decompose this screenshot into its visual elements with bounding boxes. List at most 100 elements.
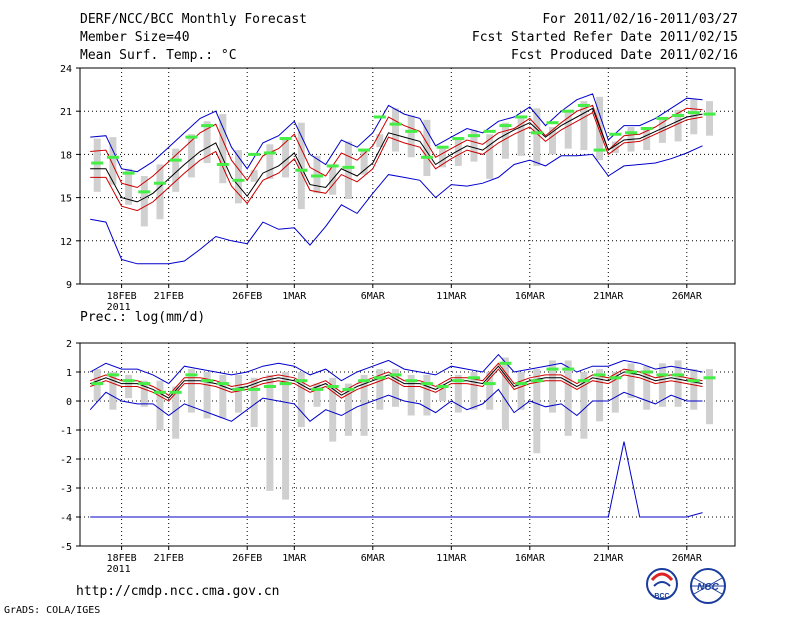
temp-xtick-label: 18FEB <box>107 291 137 302</box>
prec-ytick-label: 1 <box>66 368 72 379</box>
prec-xtick-label: 16MAR <box>515 553 546 564</box>
temp-spread-box <box>266 144 274 179</box>
prec-xtick-label: 11MAR <box>436 553 467 564</box>
prec-xyear-label: 2011 <box>107 564 131 575</box>
prec-ytick-label: -4 <box>60 513 72 524</box>
prec-spread-box <box>250 377 258 428</box>
temp-xtick-label: 6MAR <box>361 291 386 302</box>
temp-spread-box <box>344 141 352 200</box>
prec-xtick-label: 1MAR <box>282 553 307 564</box>
temp-spread-box <box>501 122 509 159</box>
temp-spread-box <box>392 108 400 152</box>
temp-mean-line <box>90 107 703 203</box>
prec-spread-box <box>706 369 714 425</box>
prec-ytick-label: -5 <box>60 542 72 553</box>
prec-ytick-label: -1 <box>60 426 72 437</box>
temp-spread-box <box>423 119 431 176</box>
temp-spread-box <box>156 164 164 220</box>
prec-frame <box>79 342 736 547</box>
prec-spread-box <box>658 363 666 407</box>
footer-url[interactable]: http://cmdp.ncc.cma.gov.cn <box>76 584 280 599</box>
temp-xtick-label: 21MAR <box>593 291 624 302</box>
temp-spread-box <box>93 138 101 192</box>
prec-spread-box <box>470 372 478 410</box>
prec-ytick-label: 2 <box>66 339 72 350</box>
prec-spread-box <box>109 372 117 410</box>
prec-spread-box <box>439 383 447 401</box>
prec-xtick-label: 26FEB <box>232 553 262 564</box>
temp-ytick-label: 24 <box>60 64 72 75</box>
temp-spread-box <box>407 115 415 158</box>
prec-spread-box <box>156 380 164 430</box>
temp-spread-box <box>533 108 541 166</box>
temp-spread-box <box>517 118 525 156</box>
temp-spread-box <box>376 134 384 148</box>
prec-spread-box <box>423 374 431 416</box>
temp-spread-box <box>109 137 117 185</box>
temp-xtick-label: 16MAR <box>515 291 546 302</box>
temp-spread-box <box>454 138 462 166</box>
variable-label: Mean Surf. Temp.: °C <box>80 48 237 63</box>
temp-spread-box <box>470 129 478 162</box>
prec-mean-line <box>90 365 703 399</box>
temp-spread-box <box>549 127 557 155</box>
prec-xtick-label: 18FEB <box>107 553 137 564</box>
temp-spread-box <box>706 101 714 136</box>
prec-spread-box <box>219 374 227 419</box>
temp-xtick-label: 26MAR <box>672 291 703 302</box>
temp-xtick-label: 1MAR <box>282 291 307 302</box>
temp-spread-box <box>235 150 243 204</box>
prec-spread-box <box>627 363 635 399</box>
temp-xtick-label: 11MAR <box>436 291 467 302</box>
temp-ytick-label: 18 <box>60 150 72 161</box>
temp-spread-box <box>439 147 447 168</box>
prec-spread-box <box>517 372 525 410</box>
temp-spread-box <box>690 99 698 135</box>
temp-spread-box <box>297 122 305 210</box>
temp-spread-box <box>140 176 148 227</box>
prec-spread-box <box>376 369 384 410</box>
fcst-started: Fcst Started Refer Date 2011/02/15 <box>471 30 738 45</box>
prec-spread-box <box>454 374 462 413</box>
prec-lowest-line <box>90 441 703 518</box>
temp-ytick-label: 15 <box>60 194 72 205</box>
prec-spread-box <box>329 377 337 442</box>
prec-spread-box <box>282 372 290 500</box>
prec-spread-box <box>235 374 243 413</box>
prec-spread-box <box>266 374 274 491</box>
prec-xtick-label: 21MAR <box>593 553 624 564</box>
temp-spread-box <box>596 96 604 161</box>
prec-lower-line <box>90 368 703 402</box>
temp-spread-box <box>329 165 337 195</box>
temp-spread-box <box>611 141 619 153</box>
prec-spread-box <box>344 383 352 436</box>
prec-spread-box <box>533 369 541 454</box>
prec-spread-box <box>611 372 619 413</box>
grads-credit: GrADS: COLA/IGES <box>4 605 101 616</box>
prec-spread-box <box>674 360 682 407</box>
prec-min-line <box>89 388 703 422</box>
prec-spread-box <box>580 372 588 439</box>
temp-max-line <box>90 93 703 173</box>
prec-spread-box <box>549 360 557 413</box>
temp-spread-box <box>580 101 588 151</box>
temp-upper-line <box>90 104 703 189</box>
temp-ytick-label: 12 <box>60 237 72 248</box>
prec-spread-box <box>486 372 494 410</box>
temp-xtick-label: 21FEB <box>154 291 184 302</box>
temp-spread-box <box>250 170 258 182</box>
prec-spread-box <box>643 366 651 410</box>
prec-spread-box <box>203 372 211 419</box>
prec-spread-box <box>407 374 415 416</box>
temp-spread-box <box>486 134 494 179</box>
temp-spread-box <box>203 121 211 164</box>
prec-xtick-label: 21FEB <box>154 553 184 564</box>
temp-ytick-label: 21 <box>60 107 72 118</box>
prec-max-line <box>89 353 703 385</box>
prec-spread-box <box>690 369 698 410</box>
temp-min-line <box>90 145 703 265</box>
forecast-period: For 2011/02/16-2011/03/27 <box>542 12 738 27</box>
prec-spread-box <box>360 374 368 436</box>
prec-spread-box <box>140 380 148 407</box>
